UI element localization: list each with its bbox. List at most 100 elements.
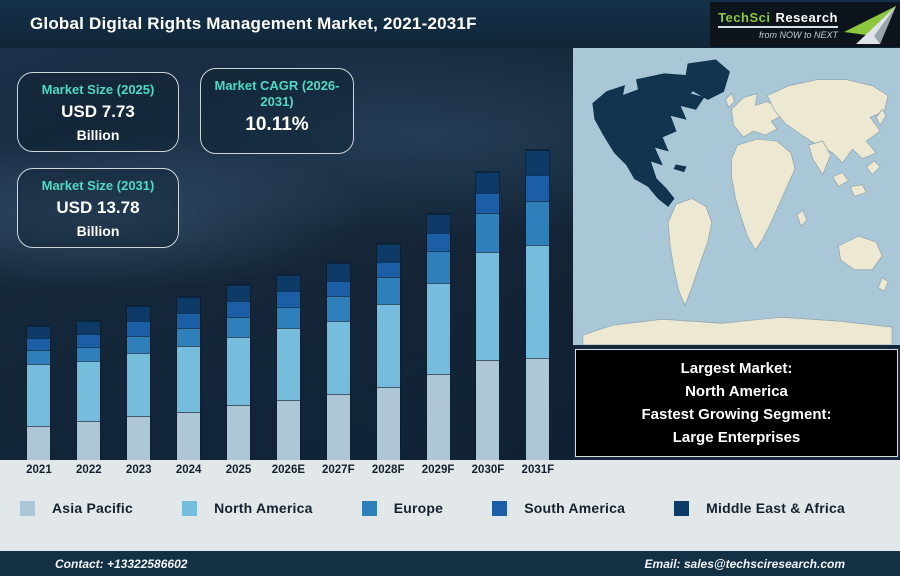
- region-asia: [766, 79, 889, 164]
- bar-column-2027F: [313, 149, 363, 460]
- bar-stack: [475, 171, 501, 460]
- region-philippines: [865, 160, 881, 176]
- year-label: 2031F: [521, 464, 555, 476]
- footer: Contact: +13322586602 Email: sales@techs…: [0, 551, 900, 576]
- legend-swatch: [20, 500, 35, 516]
- world-map: [573, 48, 900, 345]
- region-north-america-highlight: [592, 73, 705, 207]
- bar-segment-asia-pacific: [526, 358, 550, 460]
- bar-segment-north-america: [476, 252, 500, 360]
- region-antarctica: [582, 316, 893, 345]
- region-greenland-highlight: [685, 59, 730, 100]
- bar-column-2025: [214, 149, 264, 460]
- bar-segment-asia-pacific: [276, 400, 300, 460]
- footer-contact: Contact: +13322586602: [55, 556, 188, 571]
- bar-segment-asia-pacific: [27, 426, 51, 460]
- legend-label: North America: [214, 500, 313, 516]
- bar-segment-south-america: [426, 233, 450, 251]
- bar-segment-north-america: [77, 361, 101, 421]
- stat-value: USD 13.78: [56, 198, 140, 217]
- bar-stack: [525, 149, 551, 460]
- bar-segment-asia-pacific: [326, 394, 350, 460]
- region-indonesia: [832, 172, 849, 188]
- bar-column-2021: [14, 149, 64, 460]
- bar-segment-south-america: [326, 281, 350, 296]
- callout-largest-market: Largest Market: North America Fastest Grow…: [575, 349, 898, 457]
- year-label: 2025: [225, 464, 252, 476]
- bar-segment-europe: [127, 336, 151, 353]
- bar-segment-north-america: [276, 328, 300, 400]
- bar-segment-europe: [77, 347, 101, 361]
- bottom-strip: 2021 2022 2023 2024 2025 2026E 2027F 2028F 2029F…: [0, 460, 900, 551]
- bar-column-2030F: [463, 149, 513, 460]
- bar-segment-south-america: [227, 301, 250, 317]
- bar-stack: [275, 274, 301, 460]
- bar-segment-south-america: [127, 321, 151, 336]
- bar-segment-middle-east-africa: [376, 244, 400, 262]
- bar-segment-north-america: [27, 364, 51, 426]
- year-label: 2028F: [371, 464, 405, 476]
- bar-stack: [226, 284, 251, 460]
- techsci-logo: TechSci Research from NOW to NEXT: [710, 2, 900, 47]
- bar-segment-north-america: [177, 346, 201, 412]
- region-south-america: [667, 198, 713, 307]
- stat-card-market-cagr: Market CAGR (2026-2031) 10.11%: [200, 68, 354, 154]
- bar-segment-north-america: [376, 304, 400, 387]
- bar-segment-asia-pacific: [77, 421, 101, 460]
- stat-label: Market Size (2031): [41, 178, 155, 193]
- legend: Asia Pacific North America Europe South Ame…: [0, 500, 900, 516]
- bar-segment-europe: [27, 350, 51, 364]
- bar-stack: [76, 320, 102, 460]
- stat-value: USD 7.73: [61, 102, 135, 121]
- year-label: 2027F: [321, 464, 355, 476]
- arrow-icon: [844, 6, 896, 44]
- bar-segment-middle-east-africa: [227, 285, 250, 301]
- bar-segment-middle-east-africa: [326, 263, 350, 281]
- bar-segment-middle-east-africa: [526, 150, 550, 175]
- logo-brand-row: TechSci Research: [718, 10, 838, 28]
- stat-label: Market CAGR (2026-2031): [214, 78, 340, 109]
- legend-item-asia-pacific: Asia Pacific: [20, 500, 133, 516]
- bar-segment-asia-pacific: [127, 416, 151, 460]
- bar-segment-europe: [227, 317, 250, 337]
- legend-label: Middle East & Africa: [706, 500, 845, 516]
- bar-stack: [375, 243, 401, 460]
- legend-label: Asia Pacific: [52, 500, 133, 516]
- bar-segment-europe: [476, 213, 500, 252]
- callout-line: Large Enterprises: [672, 429, 801, 446]
- bar-stack: [176, 296, 202, 460]
- bar-column-2031F: [513, 149, 563, 460]
- region-madagascar: [796, 209, 808, 227]
- bar-segment-asia-pacific: [476, 360, 500, 460]
- legend-item-south-america: South America: [492, 500, 625, 516]
- stat-unit: Billion: [76, 223, 120, 239]
- bar-segment-south-america: [476, 193, 500, 213]
- legend-label: South America: [524, 500, 626, 516]
- bar-chart: [14, 149, 563, 460]
- bar-segment-europe: [276, 307, 300, 328]
- bar-segment-asia-pacific: [177, 412, 201, 460]
- year-label: 2022: [76, 464, 102, 476]
- bar-segment-south-america: [526, 175, 550, 201]
- stat-card-market-size-2025: Market Size (2025) USD 7.73 Billion: [17, 72, 179, 152]
- logo-brand-primary: TechSci: [718, 9, 771, 25]
- bar-column-2028F: [363, 149, 413, 460]
- bar-segment-middle-east-africa: [27, 326, 51, 338]
- bar-segment-south-america: [27, 338, 51, 350]
- bar-stack: [425, 213, 451, 460]
- stat-unit: Billion: [76, 127, 120, 143]
- legend-label: Europe: [393, 500, 444, 516]
- bar-segment-middle-east-africa: [276, 275, 300, 291]
- stat-label: Market Size (2025): [41, 82, 155, 97]
- chart-panel: Market Size (2025) USD 7.73 Billion Mark…: [0, 48, 573, 460]
- legend-item-europe: Europe: [361, 500, 444, 516]
- bar-segment-north-america: [227, 337, 250, 405]
- page-title: Global Digital Rights Management Market,…: [30, 14, 477, 33]
- year-label: 2021: [26, 464, 52, 476]
- legend-swatch: [361, 500, 377, 516]
- bar-segment-north-america: [326, 321, 350, 394]
- bar-segment-asia-pacific: [227, 405, 250, 460]
- bar-segment-north-america: [426, 283, 450, 374]
- bar-column-2022: [64, 149, 114, 460]
